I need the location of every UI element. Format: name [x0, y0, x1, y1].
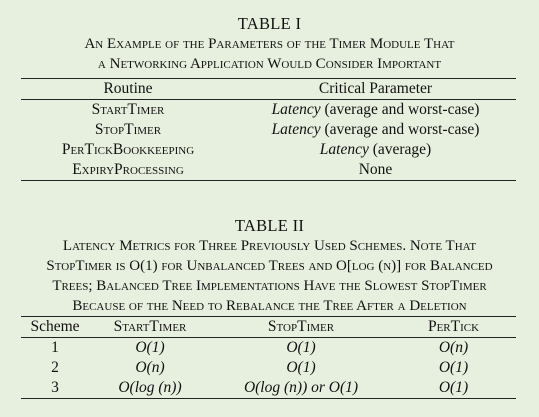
parameter-cell: Latency (average and worst-case)	[235, 120, 516, 140]
parameter-detail: (average and worst-case)	[320, 101, 480, 118]
routine-cell: StartTimer	[91, 101, 165, 118]
parameter-detail: None	[358, 161, 393, 178]
caption-line: StopTimer is O(1) for Unbalanced Trees a…	[46, 258, 493, 274]
table-header-row: Routine Critical Parameter	[21, 78, 516, 100]
table-row: StartTimer Latency (average and worst-ca…	[21, 100, 516, 121]
parameter-detail: (average)	[368, 141, 432, 158]
table-2-title: TABLE II	[234, 216, 305, 235]
caption-line: a Networking Application Would Consider …	[97, 56, 442, 72]
parameter-emphasis: Latency	[271, 101, 321, 118]
stoptimer-cell: O(1)	[286, 359, 316, 376]
caption-line: Latency Metrics for Three Previously Use…	[62, 238, 477, 254]
scheme-cell: 2	[51, 359, 59, 376]
routine-cell: ExpiryProcessing	[72, 161, 184, 178]
table-header-row: Scheme StartTimer StopTimer PerTick	[21, 316, 516, 338]
table-row: PerTickBookkeeping Latency (average)	[21, 140, 516, 160]
table-row: 3 O(log (n)) O(log (n)) or O(1) O(1)	[21, 378, 516, 399]
starttimer-cell: O(log (n))	[118, 379, 182, 396]
table-row: ExpiryProcessing None	[21, 160, 516, 181]
table-row: 1 O(1) O(1) O(n)	[21, 338, 516, 359]
parameter-emphasis: Latency	[319, 141, 369, 158]
pertick-cell: O(1)	[438, 379, 469, 396]
pertick-cell: O(1)	[438, 359, 469, 376]
pertick-cell: O(n)	[438, 339, 469, 356]
column-header-routine: Routine	[103, 80, 153, 97]
table-2-block: TABLE II Latency Metrics for Three Previ…	[0, 216, 539, 399]
parameter-emphasis: Latency	[271, 121, 321, 138]
table-1: Routine Critical Parameter StartTimer La…	[21, 78, 516, 181]
table-1-title: TABLE I	[237, 14, 302, 33]
parameter-detail: (average and worst-case)	[320, 121, 480, 138]
table-row: StopTimer Latency (average and worst-cas…	[21, 120, 516, 140]
parameter-cell: Latency (average)	[235, 140, 516, 160]
column-header-pertick: PerTick	[427, 318, 480, 335]
parameter-cell: None	[235, 160, 516, 181]
table-1-block: TABLE I An Example of the Parameters of …	[0, 14, 539, 181]
table-2-caption: Latency Metrics for Three Previously Use…	[0, 236, 539, 316]
column-header-scheme: Scheme	[30, 318, 80, 335]
column-header-starttimer: StartTimer	[113, 318, 187, 335]
routine-cell: PerTickBookkeeping	[61, 141, 195, 158]
stoptimer-cell: O(log (n)) or O(1)	[243, 379, 359, 396]
routine-cell: StopTimer	[94, 121, 162, 138]
stoptimer-cell: O(1)	[286, 339, 316, 356]
starttimer-cell: O(n)	[135, 359, 165, 376]
parameter-cell: Latency (average and worst-case)	[235, 100, 516, 121]
scheme-cell: 1	[51, 339, 59, 356]
starttimer-cell: O(1)	[135, 339, 165, 356]
scheme-cell: 3	[51, 379, 59, 396]
column-header-critical-parameter: Critical Parameter	[318, 80, 433, 97]
table-2: Scheme StartTimer StopTimer PerTick 1 O(…	[21, 316, 516, 399]
table-row: 2 O(n) O(1) O(1)	[21, 358, 516, 378]
column-header-stoptimer: StopTimer	[267, 318, 335, 335]
caption-line: Because of the Need to Rebalance the Tre…	[72, 298, 467, 314]
table-1-caption: An Example of the Parameters of the Time…	[0, 34, 539, 74]
caption-line: An Example of the Parameters of the Time…	[84, 36, 455, 52]
caption-line: Trees; Balanced Tree Implementations Hav…	[52, 278, 487, 294]
